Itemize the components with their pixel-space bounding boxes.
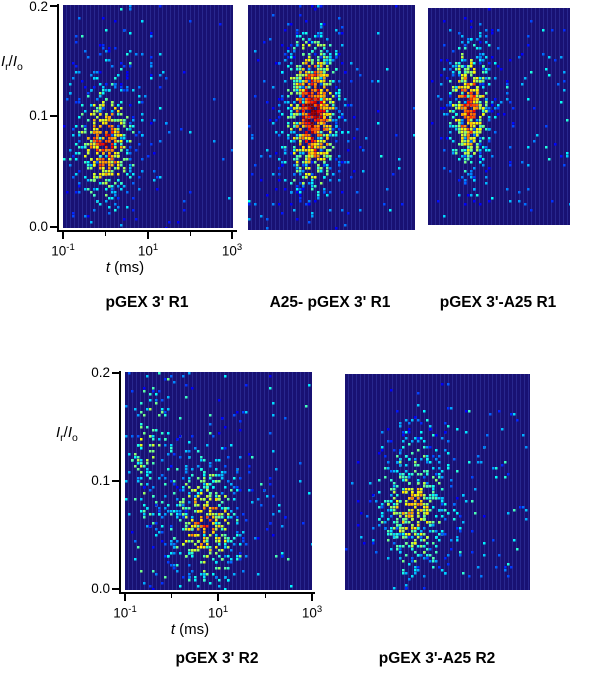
y-axis-tick <box>112 480 119 482</box>
x-tick-label: 101 <box>128 240 168 259</box>
x-axis-tick <box>147 232 149 239</box>
x-axis-row2 <box>119 592 315 594</box>
ylabel-slash: / <box>63 424 68 441</box>
y-axis-label-row2: Ir/Io <box>56 424 78 444</box>
heatmap-pgex3-r1 <box>63 5 233 228</box>
x-tick-label: 10-1 <box>105 602 145 621</box>
ylabel-sub-o: o <box>17 61 23 73</box>
y-tick-label: 0.0 <box>91 581 110 596</box>
tick-exponent: 1 <box>222 604 229 615</box>
panel-title-pgex3-r2: pGEX 3' R2 <box>175 650 259 667</box>
x-axis-minor-tick <box>190 232 191 236</box>
y-axis-tick <box>50 226 57 228</box>
y-tick-label: 0.1 <box>29 108 48 123</box>
xlabel-units: (ms) <box>175 621 210 638</box>
tick-exponent: 3 <box>316 604 323 615</box>
tick-base: 10 <box>137 243 153 259</box>
panel-title-a25-pgex3-r1: A25- pGEX 3' R1 <box>269 294 391 311</box>
y-tick-label: 0.1 <box>91 473 110 488</box>
x-tick-label: 10-1 <box>43 240 83 259</box>
x-axis-tick <box>217 594 219 601</box>
xlabel-t: t <box>105 259 110 276</box>
x-tick-label: 101 <box>198 602 238 621</box>
ylabel-i1: I <box>1 53 6 70</box>
x-axis-tick <box>124 594 126 601</box>
tick-base: 10 <box>51 243 67 259</box>
panel-title-pgex3-r1: pGEX 3' R1 <box>105 294 189 311</box>
tick-exponent: -1 <box>66 242 75 253</box>
heatmap-a25-pgex3-r1 <box>248 5 415 230</box>
ylabel-sub-o: o <box>72 432 78 444</box>
x-axis-tick <box>62 232 64 239</box>
x-tick-label: 103 <box>292 602 332 621</box>
y-tick-label: 0.2 <box>91 365 110 380</box>
ylabel-i2: I <box>67 424 73 441</box>
y-axis-tick <box>112 588 119 590</box>
xlabel-units: (ms) <box>110 259 145 276</box>
tick-base: 10 <box>221 243 237 259</box>
ylabel-i1: I <box>56 424 61 441</box>
tick-base: 10 <box>113 605 129 621</box>
y-axis-tick <box>50 115 57 117</box>
y-axis-label-row1: Ir/Io <box>1 53 23 73</box>
tick-exponent: 1 <box>152 242 159 253</box>
tick-exponent: -1 <box>128 604 137 615</box>
heatmap-pgex3-a25-r1 <box>428 8 570 225</box>
x-axis-minor-tick <box>105 232 106 236</box>
ylabel-sub-r: r <box>5 61 9 73</box>
y-axis-tick <box>112 372 119 374</box>
panel-title-pgex3-a25-r2: pGEX 3'-A25 R2 <box>378 650 496 667</box>
tick-base: 10 <box>301 605 317 621</box>
y-axis-row1 <box>57 4 59 232</box>
x-axis-label-row2: t (ms) <box>140 621 240 638</box>
tick-exponent: 3 <box>236 242 243 253</box>
x-tick-label: 103 <box>212 240 252 259</box>
heatmap-pgex3-r2 <box>125 372 312 590</box>
ylabel-slash: / <box>8 53 13 70</box>
xlabel-t: t <box>170 621 175 638</box>
x-axis-tick <box>311 594 313 601</box>
heatmap-pgex3-a25-r2 <box>345 374 530 590</box>
x-axis-row1 <box>57 230 237 232</box>
ylabel-i2: I <box>12 53 18 70</box>
y-tick-label: 0.2 <box>29 0 48 14</box>
ylabel-sub-r: r <box>60 432 64 444</box>
tick-base: 10 <box>207 605 223 621</box>
y-axis-row2 <box>119 371 121 594</box>
panel-title-pgex3-a25-r1: pGEX 3'-A25 R1 <box>439 294 557 311</box>
y-axis-tick <box>50 5 57 7</box>
x-axis-minor-tick <box>171 594 172 598</box>
x-axis-label-row1: t (ms) <box>75 259 175 276</box>
x-axis-minor-tick <box>265 594 266 598</box>
y-tick-label: 0.0 <box>29 219 48 234</box>
x-axis-tick <box>231 232 233 239</box>
